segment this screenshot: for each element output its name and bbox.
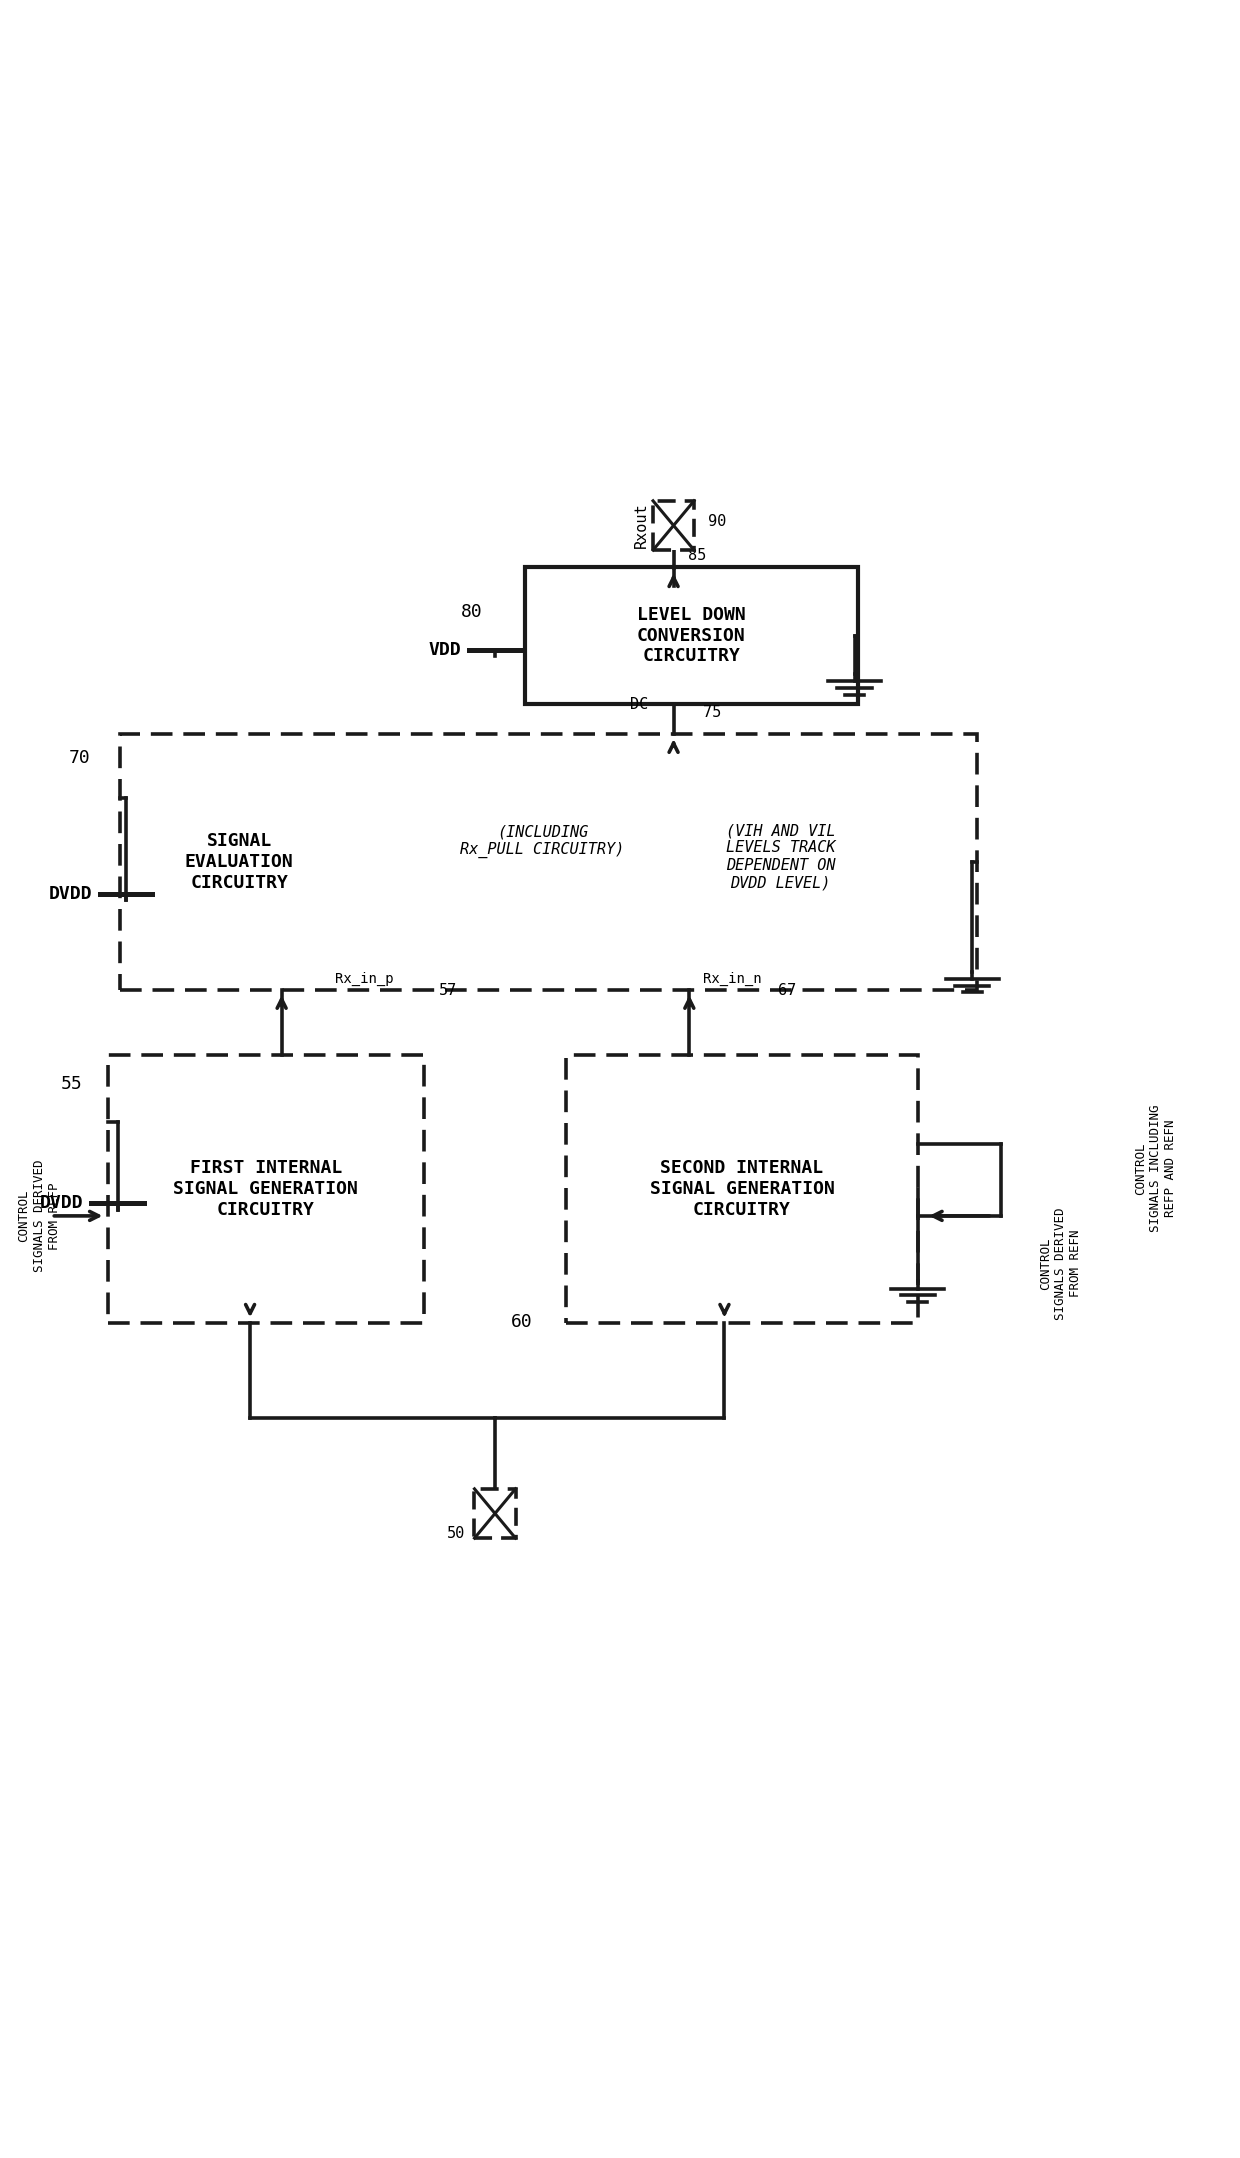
Text: 57: 57 <box>439 984 458 997</box>
Text: 75: 75 <box>703 706 722 721</box>
Bar <box>525 568 858 704</box>
Text: Rx_in_n: Rx_in_n <box>703 971 761 986</box>
Bar <box>108 1055 424 1323</box>
Text: 50: 50 <box>446 1526 465 1541</box>
Text: 67: 67 <box>779 984 796 997</box>
Text: CONTROL
SIGNALS INCLUDING
REFP AND REFN: CONTROL SIGNALS INCLUDING REFP AND REFN <box>1135 1105 1177 1232</box>
Text: SECOND INTERNAL
SIGNAL GENERATION
CIRCUITRY: SECOND INTERNAL SIGNAL GENERATION CIRCUI… <box>650 1159 835 1219</box>
Text: 55: 55 <box>61 1075 82 1094</box>
Text: LEVEL DOWN
CONVERSION
CIRCUITRY: LEVEL DOWN CONVERSION CIRCUITRY <box>637 606 745 665</box>
Text: CONTROL
SIGNALS DERIVED
FROM REFP: CONTROL SIGNALS DERIVED FROM REFP <box>17 1159 61 1273</box>
Text: DVDD: DVDD <box>48 885 92 902</box>
Text: VDD: VDD <box>428 641 461 658</box>
Text: Rxout: Rxout <box>634 503 649 548</box>
Text: Rx_in_p: Rx_in_p <box>335 971 393 986</box>
Text: SIGNAL
EVALUATION
CIRCUITRY: SIGNAL EVALUATION CIRCUITRY <box>185 833 294 891</box>
Text: 70: 70 <box>68 749 91 766</box>
Bar <box>120 734 977 991</box>
Text: CONTROL
SIGNALS DERIVED
FROM REFN: CONTROL SIGNALS DERIVED FROM REFN <box>1039 1206 1083 1321</box>
Text: 80: 80 <box>461 602 484 622</box>
Bar <box>653 501 694 550</box>
Text: DC: DC <box>630 697 649 712</box>
Text: FIRST INTERNAL
SIGNAL GENERATION
CIRCUITRY: FIRST INTERNAL SIGNAL GENERATION CIRCUIT… <box>174 1159 358 1219</box>
Text: 90: 90 <box>708 514 727 529</box>
Text: (INCLUDING
Rx_PULL CIRCUITRY): (INCLUDING Rx_PULL CIRCUITRY) <box>460 824 625 859</box>
Bar <box>567 1055 918 1323</box>
Text: DVDD: DVDD <box>40 1193 83 1213</box>
Bar <box>475 1489 516 1539</box>
Text: 60: 60 <box>511 1314 533 1331</box>
Text: (VIH AND VIL
LEVELS TRACK
DEPENDENT ON
DVDD LEVEL): (VIH AND VIL LEVELS TRACK DEPENDENT ON D… <box>725 822 836 891</box>
Text: 85: 85 <box>688 548 706 563</box>
